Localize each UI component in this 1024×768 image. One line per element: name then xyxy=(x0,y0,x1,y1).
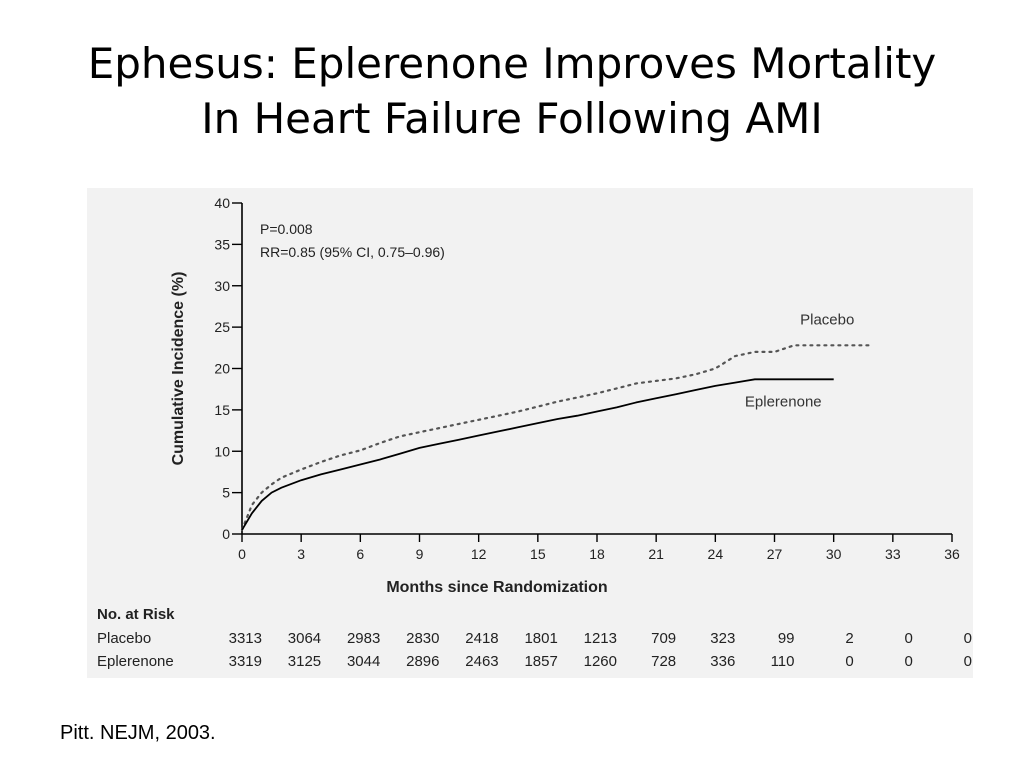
risk-value: 3044 xyxy=(347,653,380,670)
y-tick-label: 25 xyxy=(214,319,230,335)
risk-value: 0 xyxy=(964,653,972,670)
risk-value: 3313 xyxy=(229,630,262,647)
x-tick-label: 9 xyxy=(416,546,424,562)
risk-value: 0 xyxy=(904,630,912,647)
x-tick-label: 3 xyxy=(297,546,305,562)
slide-title-line-1: Ephesus: Eplerenone Improves Mortality xyxy=(87,39,937,88)
risk-value: 1857 xyxy=(524,653,557,670)
slide-title: Ephesus: Eplerenone Improves Mortality I… xyxy=(0,36,1024,146)
risk-value: 1213 xyxy=(584,630,617,647)
x-tick-label: 33 xyxy=(885,546,901,562)
risk-value: 709 xyxy=(651,630,676,647)
risk-value: 0 xyxy=(964,630,972,647)
risk-row-label: Placebo xyxy=(97,630,151,647)
p-value-annotation: P=0.008 xyxy=(260,221,313,237)
y-axis-label: Cumulative Incidence (%) xyxy=(170,272,187,466)
risk-value: 728 xyxy=(651,653,676,670)
risk-value: 2463 xyxy=(465,653,498,670)
risk-value: 3064 xyxy=(288,630,321,647)
x-tick-label: 6 xyxy=(356,546,364,562)
risk-value: 336 xyxy=(710,653,735,670)
x-tick-label: 27 xyxy=(767,546,783,562)
x-tick-label: 18 xyxy=(589,546,605,562)
risk-value: 1260 xyxy=(584,653,617,670)
y-tick-label: 40 xyxy=(214,195,230,211)
x-tick-label: 21 xyxy=(648,546,664,562)
citation: Pitt. NEJM, 2003. xyxy=(60,722,216,744)
rr-annotation: RR=0.85 (95% CI, 0.75–0.96) xyxy=(260,244,445,260)
risk-value: 0 xyxy=(904,653,912,670)
risk-value: 3125 xyxy=(288,653,321,670)
x-tick-label: 24 xyxy=(708,546,724,562)
risk-value: 2983 xyxy=(347,630,380,647)
y-tick-label: 10 xyxy=(214,443,230,459)
risk-value: 2 xyxy=(845,630,853,647)
x-tick-label: 15 xyxy=(530,546,546,562)
y-tick-label: 5 xyxy=(222,485,230,501)
km-figure-panel: 0 5 10 15 20 25 30 35 40 0 3 6 9 12 15 18 21 24 27 30 33 36 Mo… xyxy=(87,188,973,678)
x-axis-label: Months since Randomization xyxy=(386,579,607,596)
y-tick-label: 35 xyxy=(214,236,230,252)
y-tick-label: 15 xyxy=(214,402,230,418)
risk-value: 3319 xyxy=(229,653,262,670)
risk-value: 0 xyxy=(845,653,853,670)
risk-value: 110 xyxy=(771,653,795,670)
y-tick-label: 0 xyxy=(222,526,230,542)
risk-value: 99 xyxy=(778,630,795,647)
risk-value: 2418 xyxy=(465,630,498,647)
x-tick-label: 12 xyxy=(471,546,487,562)
risk-row-label: Eplerenone xyxy=(97,653,174,670)
series-line-placebo xyxy=(240,344,875,531)
y-tick-label: 30 xyxy=(214,278,230,294)
series-label-placebo: Placebo xyxy=(800,312,854,329)
x-tick-label: 36 xyxy=(944,546,960,562)
risk-value: 2896 xyxy=(406,653,439,670)
risk-value: 1801 xyxy=(524,630,557,647)
series-label-eplerenone: Eplerenone xyxy=(745,394,822,411)
risk-value: 323 xyxy=(710,630,735,647)
risk-value: 2830 xyxy=(406,630,439,647)
risk-table-header: No. at Risk xyxy=(97,606,175,623)
x-tick-label: 0 xyxy=(238,546,246,562)
series-line-eplerenone xyxy=(241,378,834,531)
slide-title-line-2: In Heart Failure Following AMI xyxy=(201,94,823,143)
x-tick-label: 30 xyxy=(826,546,842,562)
y-tick-label: 20 xyxy=(214,361,230,377)
